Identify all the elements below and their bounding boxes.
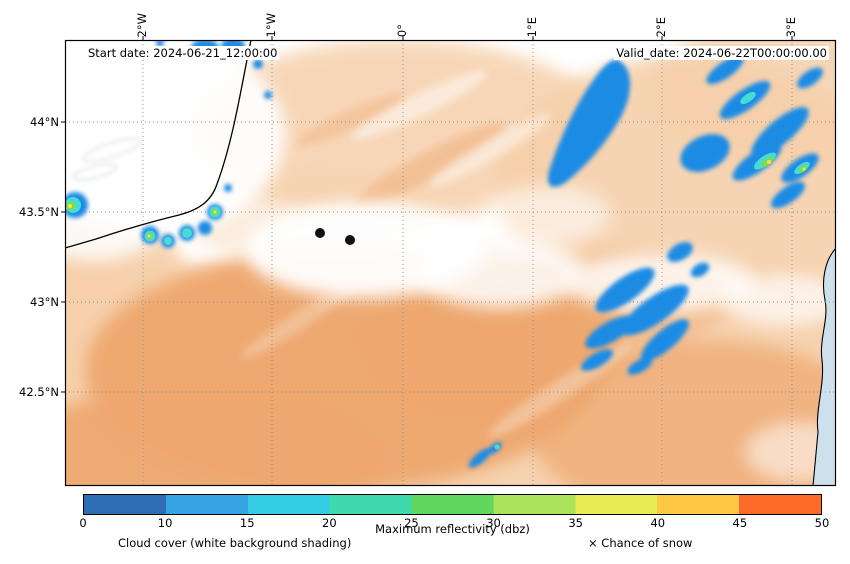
- sea-fill: [813, 248, 836, 486]
- colorbar-tick-label: 0: [79, 516, 87, 530]
- colorbar-tick-label: 50: [814, 516, 830, 530]
- lon-tick-text: 1°W: [264, 12, 279, 37]
- gridlines: [65, 40, 836, 486]
- colorbar-tick-label: 25: [404, 516, 419, 530]
- colorbar-ticks: 0 10 15 20 25 30 35 40 45 50: [79, 516, 829, 530]
- station-dot-2: [345, 235, 355, 245]
- reflectivity-blue: [65, 40, 823, 468]
- lat-tick-label-43-5n: 43.5°N: [19, 205, 59, 219]
- colorbar-tick-label: 30: [486, 516, 501, 530]
- lon-tick-text: 0°: [395, 23, 410, 37]
- station-dot-1: [315, 228, 325, 238]
- reflectivity-patches-layer: [65, 40, 823, 468]
- lon-tick-text: 2°E: [654, 16, 669, 37]
- coastline-west: [65, 40, 252, 249]
- lon-tick-text: 1°E: [525, 16, 540, 37]
- lon-tick-label-2e: 2°E: [653, 0, 671, 37]
- colorbar-tick-label: 35: [568, 516, 583, 530]
- lat-tick-label-44n: 44°N: [30, 115, 59, 129]
- lat-tick-label-43n: 43°N: [30, 295, 59, 309]
- contour-wisps: [72, 137, 142, 181]
- caption-cloud-cover: Cloud cover (white background shading): [118, 536, 352, 550]
- axis-ticks: [61, 36, 793, 393]
- colorbar-tick-label: 20: [322, 516, 337, 530]
- lon-tick-text: 3°E: [784, 16, 799, 37]
- lon-tick-label-1e: 1°E: [524, 0, 542, 37]
- lon-tick-label-1w: 1°W: [263, 0, 281, 37]
- lat-tick-label-42-5n: 42.5°N: [19, 385, 59, 399]
- start-date-label: Start date: 2024-06-21_12:00:00: [86, 46, 280, 60]
- colorbar-tick-label: 40: [650, 516, 666, 530]
- lon-tick-label-3e: 3°E: [783, 0, 801, 37]
- coastline-east: [812, 247, 836, 486]
- lon-tick-label-0: 0°: [394, 0, 412, 37]
- colorbar-tick-label: 10: [157, 516, 173, 530]
- caption-chance-of-snow: × Chance of snow: [588, 536, 693, 550]
- colorbar-tick-label: 45: [732, 516, 748, 530]
- colorbar-tick-label: 15: [239, 516, 255, 530]
- lon-tick-label-2w: 2°W: [134, 0, 152, 37]
- reflectivity-yellow-cores: [68, 160, 806, 238]
- valid-date-label: Valid_date: 2024-06-22T00:00:00.00: [614, 46, 829, 60]
- lon-tick-text: 2°W: [135, 12, 150, 37]
- map-border: [64, 39, 837, 487]
- colorbar: [83, 494, 822, 515]
